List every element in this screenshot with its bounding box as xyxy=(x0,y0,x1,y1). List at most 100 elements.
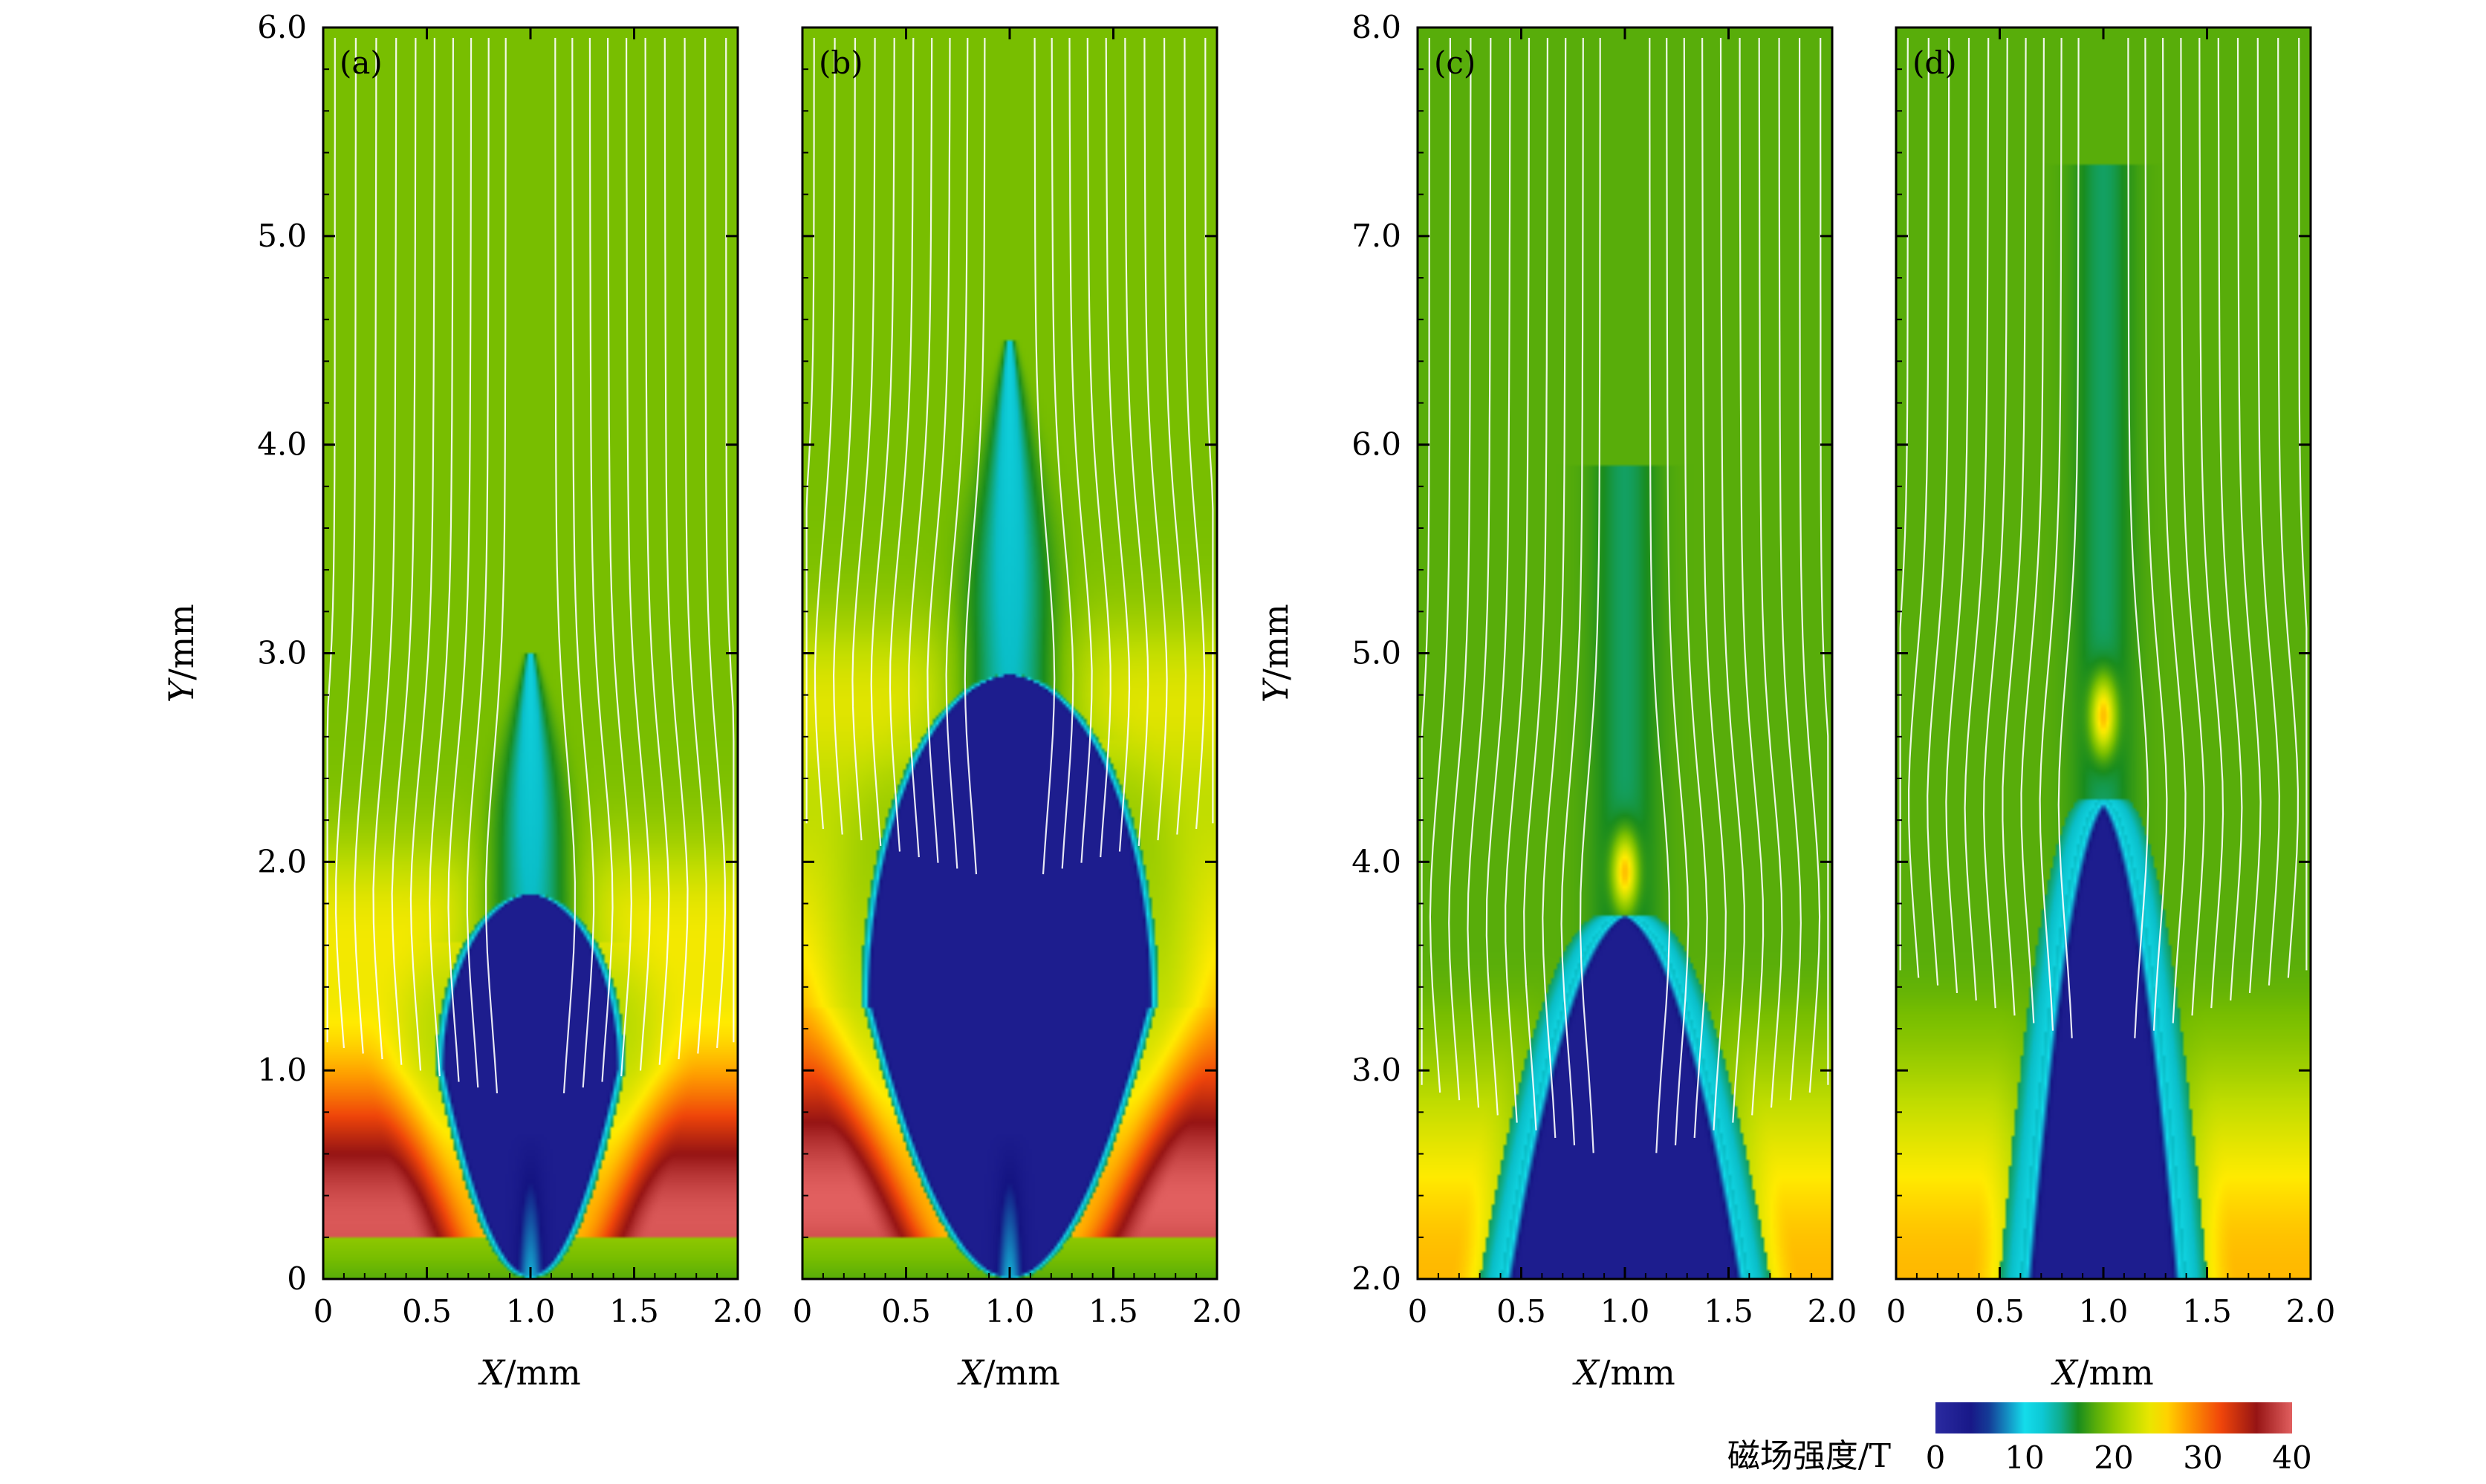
field-line xyxy=(409,38,436,1071)
field-line xyxy=(1701,37,1727,1130)
field-lines xyxy=(1899,37,2308,1038)
field-line xyxy=(2180,37,2205,1016)
x-tick-label: 0.5 xyxy=(402,1293,452,1330)
field-line xyxy=(1579,38,1601,1153)
field-line xyxy=(663,37,689,1060)
x-tick-label: 0.5 xyxy=(881,1293,931,1330)
field-line xyxy=(725,38,735,1043)
y-tick-label: 8.0 xyxy=(1351,9,1401,45)
y-axis-label: Y/mm xyxy=(1256,604,1296,703)
panel-label: (a) xyxy=(340,45,383,81)
field-line xyxy=(1908,38,1930,978)
field-line xyxy=(945,37,969,869)
field-line xyxy=(2057,38,2080,1038)
field-line xyxy=(851,37,876,841)
field-line xyxy=(926,37,951,863)
heatmap-image xyxy=(1896,27,2311,1279)
x-tick-label: 0 xyxy=(314,1293,334,1330)
field-line xyxy=(1964,37,1990,1001)
field-line xyxy=(889,37,915,852)
x-tick-label: 1.5 xyxy=(1704,1293,1753,1330)
field-lines xyxy=(326,37,735,1093)
y-tick-label: 7.0 xyxy=(1351,218,1401,254)
field-line xyxy=(1068,37,1093,863)
panel-c: 0 0.5 1.0 1.5 2.0 2.0 3.0 4.0 5.0 6.0 7.0 8.0 (c) X/m… xyxy=(1256,9,1857,1393)
y-axis-label: Y/mm xyxy=(161,604,201,703)
field-line xyxy=(814,37,836,830)
field-line xyxy=(571,38,595,1088)
field-line xyxy=(1683,37,1708,1139)
field-line xyxy=(1799,38,1821,1093)
field-line xyxy=(1982,37,2008,1009)
x-axis-label: X/mm xyxy=(478,1353,581,1393)
colorbar-tick-label: 40 xyxy=(2272,1439,2311,1476)
x-tick-label: 2.0 xyxy=(713,1293,763,1330)
y-tick-label: 1.0 xyxy=(257,1052,307,1088)
field-line xyxy=(805,38,815,824)
field-line xyxy=(2198,37,2224,1009)
field-line xyxy=(1421,38,1430,1085)
field-lines xyxy=(1421,37,1829,1153)
heatmap-image xyxy=(323,27,738,1279)
panel-a: 0 0.5 1.0 1.5 2.0 0 1.0 2.0 3.0 4.0 5.0 6.0 (a) X/mm Y… xyxy=(161,9,762,1393)
field-line xyxy=(1467,37,1492,1108)
x-tick-label: 0 xyxy=(793,1293,813,1330)
x-tick-label: 1.5 xyxy=(1088,1293,1138,1330)
field-line xyxy=(2236,37,2262,993)
y-tick-label: 4.0 xyxy=(1351,843,1401,879)
x-tick-label: 1.0 xyxy=(2079,1293,2129,1330)
colorbar-tick-label: 30 xyxy=(2183,1439,2222,1476)
field-line xyxy=(832,37,857,835)
y-tick-label: 5.0 xyxy=(1351,635,1401,671)
field-line xyxy=(2039,37,2063,1031)
field-line xyxy=(2162,37,2187,1023)
field-line xyxy=(2217,37,2243,1001)
field-line xyxy=(1051,37,1074,869)
colorbar-label: 磁场强度/T xyxy=(1727,1437,1891,1475)
field-line xyxy=(1163,37,1187,835)
field-line xyxy=(1945,37,1970,993)
field-line xyxy=(606,37,632,1077)
field-line xyxy=(1778,38,1802,1101)
field-line xyxy=(1719,37,1745,1123)
field-line xyxy=(2127,38,2149,1038)
field-line xyxy=(1429,38,1452,1093)
field-line xyxy=(447,37,473,1082)
x-tick-label: 2.0 xyxy=(1808,1293,1857,1330)
x-tick-label: 1.5 xyxy=(609,1293,659,1330)
y-tick-label: 5.0 xyxy=(257,218,307,254)
field-line xyxy=(334,38,357,1048)
y-tick-label: 3.0 xyxy=(1351,1052,1401,1088)
field-line xyxy=(1560,37,1584,1146)
field-line xyxy=(484,38,507,1093)
field-line xyxy=(908,37,933,858)
field-line xyxy=(1899,37,1909,971)
y-tick-label: 4.0 xyxy=(257,426,307,463)
x-tick-label: 1.0 xyxy=(506,1293,556,1330)
field-line xyxy=(1739,38,1765,1116)
field-lines xyxy=(805,37,1214,875)
field-line xyxy=(1086,37,1111,858)
field-line xyxy=(2002,37,2027,1016)
field-line xyxy=(1204,38,1214,824)
y-tick-label: 3.0 xyxy=(257,635,307,671)
field-line xyxy=(1105,37,1131,852)
field-line xyxy=(554,38,577,1093)
field-line xyxy=(2020,37,2045,1023)
field-line xyxy=(2298,37,2308,971)
field-line xyxy=(625,38,652,1071)
field-line xyxy=(1649,38,1671,1153)
field-line xyxy=(2144,37,2168,1031)
field-line xyxy=(1448,38,1472,1101)
panel-label: (d) xyxy=(1912,45,1957,81)
panel-label: (c) xyxy=(1434,45,1476,81)
heatmap-image xyxy=(1418,27,1832,1279)
field-line xyxy=(964,37,986,875)
field-line xyxy=(1758,37,1783,1108)
field-line xyxy=(2277,38,2299,978)
field-line xyxy=(588,37,614,1082)
x-tick-label: 1.0 xyxy=(1600,1293,1650,1330)
field-line xyxy=(372,37,397,1060)
x-tick-label: 0.5 xyxy=(1496,1293,1546,1330)
field-line xyxy=(1033,37,1056,875)
